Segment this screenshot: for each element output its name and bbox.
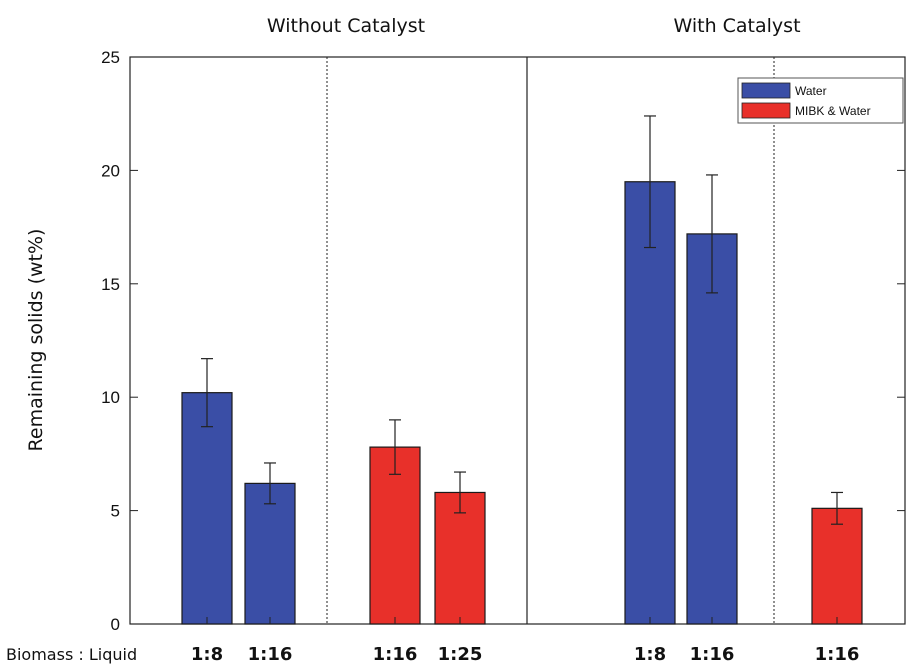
plot-frame (129, 56, 906, 625)
y-axis-label: Remaining solids (wt%) (25, 229, 47, 452)
y-tick-label: 15 (101, 275, 120, 294)
bar (369, 446, 421, 625)
bar (244, 482, 296, 625)
bar (811, 507, 863, 625)
bar (686, 233, 738, 625)
x-tick-label: 1:16 (373, 644, 418, 665)
y-axis: 0 5 10 15 20 25 (101, 48, 905, 634)
legend-swatch-water (741, 82, 791, 99)
y-tick-label: 20 (101, 161, 120, 180)
x-tick-labels: 1:8 1:16 1:16 1:25 1:8 1:16 1:16 (191, 644, 860, 665)
x-tick-label: 1:8 (634, 644, 666, 665)
bar (181, 392, 233, 625)
legend-label-water: Water (795, 84, 827, 98)
x-tick-label: 1:16 (690, 644, 735, 665)
bar (624, 181, 676, 625)
legend: Water MIBK & Water (737, 77, 904, 124)
x-tick-label: 1:25 (438, 644, 483, 665)
group-title-without-catalyst: Without Catalyst (267, 15, 425, 37)
legend-swatch-mibk-water (741, 102, 791, 119)
bar (434, 491, 486, 625)
y-tick-label: 10 (101, 388, 120, 407)
x-tick-label: 1:16 (248, 644, 293, 665)
y-tick-label: 25 (101, 48, 120, 67)
bars-layer (181, 115, 863, 625)
y-tick-label: 0 (111, 615, 120, 634)
x-tick-label: 1:8 (191, 644, 223, 665)
group-title-with-catalyst: With Catalyst (673, 15, 800, 37)
legend-label-mibk-water: MIBK & Water (795, 104, 871, 118)
x-tick-label: 1:16 (815, 644, 860, 665)
y-tick-label: 5 (111, 502, 120, 521)
x-axis-label: Biomass : Liquid (6, 645, 137, 664)
